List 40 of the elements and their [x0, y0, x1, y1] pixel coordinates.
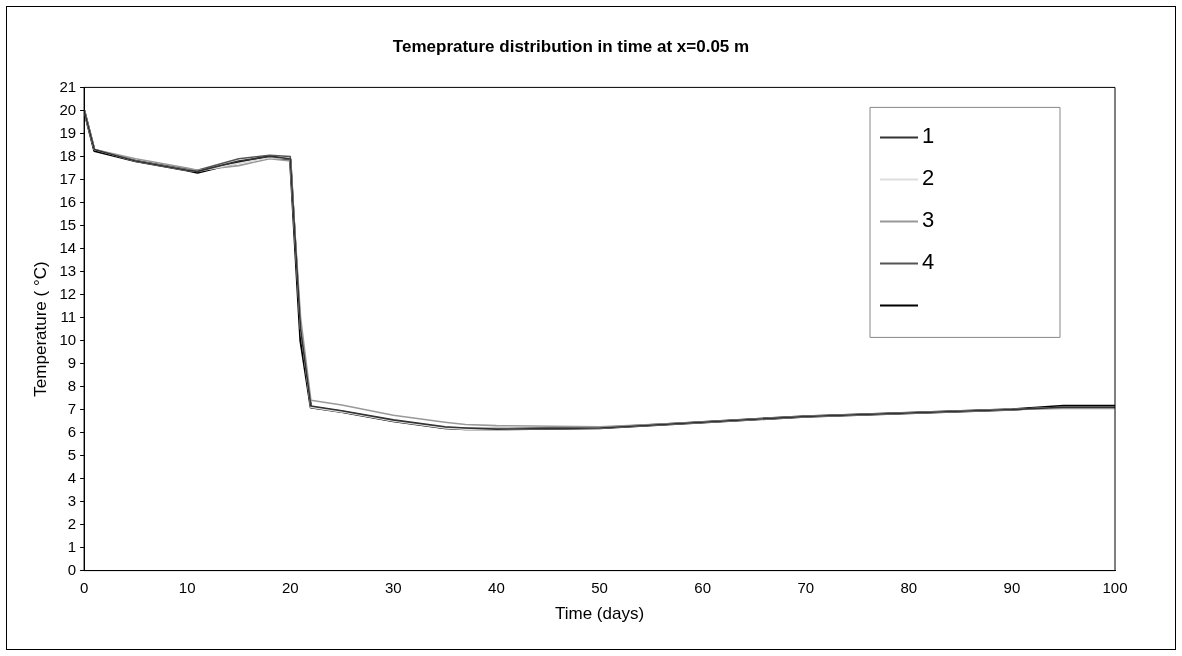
y-tick-label: 16 — [59, 192, 77, 210]
x-tick-label: 100 — [1102, 578, 1128, 596]
x-tick-label: 30 — [385, 578, 402, 596]
x-tick-label: 80 — [900, 578, 918, 596]
chart-title: Temeprature distribution in time at x=0.05 m — [392, 36, 750, 56]
y-tick-label: 17 — [59, 169, 77, 187]
y-tick-label: 19 — [59, 123, 77, 141]
y-tick-label: 5 — [67, 445, 77, 463]
x-tick-label: 10 — [178, 578, 196, 596]
x-tick-label: 50 — [591, 578, 608, 596]
y-tick-label: 0 — [67, 560, 77, 578]
y-tick-label: 6 — [67, 422, 77, 440]
y-tick-label: 18 — [59, 146, 77, 164]
y-tick-label: 14 — [59, 238, 77, 256]
x-tick-label: 40 — [488, 578, 505, 596]
y-tick-label: 13 — [59, 261, 77, 279]
legend-label: 2 — [922, 165, 935, 191]
y-tick-label: 21 — [59, 77, 77, 95]
legend-label: 3 — [922, 207, 935, 233]
y-tick-label: 8 — [67, 376, 77, 394]
y-tick-label: 4 — [67, 468, 77, 486]
x-tick-label: 90 — [1003, 578, 1021, 596]
x-tick-label: 70 — [797, 578, 815, 596]
y-tick-label: 20 — [59, 100, 77, 118]
x-tick-label: 20 — [281, 578, 299, 596]
x-tick-label: 60 — [694, 578, 711, 596]
y-tick-label: 9 — [67, 353, 77, 371]
y-tick-label: 1 — [67, 537, 77, 555]
legend-label: 1 — [922, 123, 935, 149]
y-tick-label: 15 — [59, 215, 77, 233]
x-tick-label: 0 — [79, 578, 89, 596]
y-tick-label: 10 — [59, 330, 77, 348]
y-tick-label: 3 — [67, 491, 77, 509]
y-tick-label: 11 — [60, 307, 77, 325]
y-axis-title: Temperature ( °C) — [30, 261, 50, 397]
y-tick-label: 2 — [67, 514, 77, 532]
y-tick-label: 12 — [59, 284, 77, 302]
legend-label: 4 — [922, 249, 935, 275]
x-axis-title: Time (days) — [554, 604, 645, 624]
y-tick-label: 7 — [67, 399, 77, 417]
